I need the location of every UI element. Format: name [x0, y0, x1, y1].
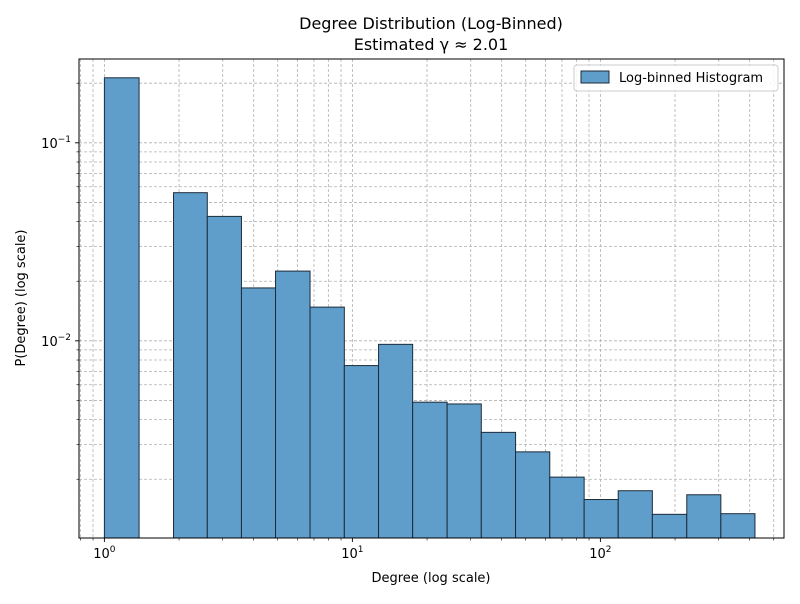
- chart-subtitle: Estimated γ ≈ 2.01: [354, 35, 509, 54]
- axes: [75, 58, 785, 542]
- histogram-bar: [206, 215, 242, 539]
- histogram-bar: [515, 451, 551, 539]
- histogram-bar: [446, 403, 482, 539]
- y-tick-label: 10−1: [41, 135, 71, 152]
- y-axis-label: P(Degree) (log scale): [14, 229, 29, 366]
- chart-title: Degree Distribution (Log-Binned): [299, 14, 563, 33]
- legend-swatch: [580, 70, 610, 84]
- histogram-bar: [686, 494, 722, 539]
- histogram-bar: [480, 431, 517, 539]
- x-tick-label: 102: [589, 545, 611, 562]
- histogram-bar: [275, 270, 311, 539]
- histogram-bars: [103, 77, 756, 539]
- histogram-bar: [240, 287, 277, 539]
- histogram-bar: [378, 343, 414, 539]
- legend: Log-binned Histogram: [573, 64, 779, 92]
- histogram-bar: [412, 401, 448, 539]
- x-axis-label: Degree (log scale): [371, 571, 490, 586]
- legend-box: [573, 64, 779, 92]
- histogram-bar: [173, 192, 208, 539]
- histogram-bar: [309, 306, 345, 539]
- histogram-bar: [617, 490, 653, 539]
- legend-label: Log-binned Histogram: [619, 71, 763, 86]
- histogram-bar: [720, 513, 756, 539]
- histogram-bar: [343, 365, 380, 539]
- tick-labels: 100 101 102 10−2 10−1: [41, 135, 611, 562]
- x-tick-label: 101: [341, 545, 363, 562]
- y-tick-label: 10−2: [41, 333, 71, 350]
- histogram-bar: [651, 513, 688, 539]
- histogram-bar: [549, 476, 585, 539]
- x-tick-label: 100: [93, 545, 116, 562]
- plot-frame: [78, 58, 785, 539]
- histogram-bar: [103, 77, 140, 539]
- histogram-bar: [583, 499, 619, 539]
